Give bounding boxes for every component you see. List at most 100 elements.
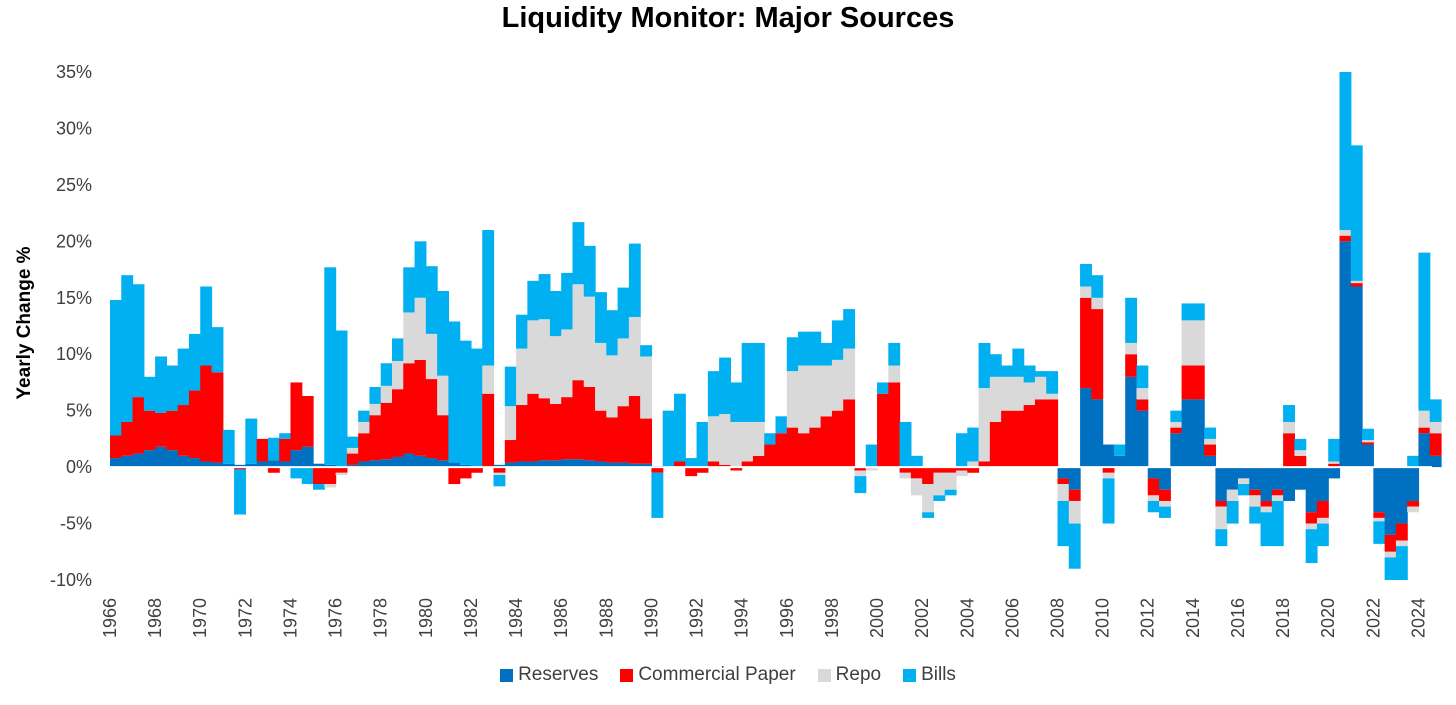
bar-segment-bills (1125, 297, 1138, 343)
bar-segment-repo (606, 355, 619, 418)
bar-segment-repo (1147, 495, 1160, 501)
bar-segment-repo (1418, 410, 1431, 428)
x-tick-label: 2020 (1318, 598, 1338, 638)
bar-segment-repo (425, 333, 438, 380)
bar-segment-bills (155, 356, 167, 413)
bar-segment-commercial-paper (1012, 410, 1025, 468)
bar-segment-repo (989, 376, 1002, 422)
legend-item-repo: Repo (817, 664, 881, 686)
bar-segment-bills (1395, 546, 1408, 580)
bar-segment-commercial-paper (617, 406, 630, 463)
bar-segment-commercial-paper (516, 405, 528, 462)
bar-segment-repo (493, 472, 506, 476)
bar-segment-bills (561, 272, 574, 330)
bar-segment-repo (1305, 523, 1318, 530)
bar-segment-bills (391, 338, 404, 361)
bar-segment-reserves (200, 461, 213, 468)
bar-segment-bills (132, 284, 145, 398)
bar-segment-commercial-paper (234, 467, 246, 470)
bar-segment-bills (944, 489, 957, 496)
bar-segment-bills (854, 476, 867, 494)
x-tick-label: 2008 (1048, 598, 1068, 638)
bar-segment-repo (1395, 540, 1408, 547)
bar-segment-commercial-paper (685, 467, 698, 477)
bar-segment-commercial-paper (527, 393, 540, 462)
bar-segment-repo (617, 338, 630, 407)
bar-segment-commercial-paper (595, 410, 607, 462)
bar-segment-commercial-paper (1215, 500, 1228, 507)
bar-segment-bills (166, 365, 179, 411)
bar-segment-repo (1012, 376, 1025, 411)
bar-segment-reserves (1125, 376, 1138, 468)
bar-segment-reserves (256, 461, 269, 468)
bar-segment-bills (933, 495, 946, 501)
bar-segment-reserves (437, 460, 449, 468)
y-tick-label: 30% (56, 118, 92, 138)
bar-segment-commercial-paper (572, 380, 585, 460)
bar-segment-bills (572, 222, 585, 285)
bar-segment-commercial-paper (459, 467, 472, 479)
bar-segment-bills (1215, 529, 1228, 547)
bar-segment-reserves (279, 461, 292, 468)
bar-segment-commercial-paper (764, 444, 777, 468)
bar-segment-repo (820, 365, 833, 417)
bar-segment-bills (110, 300, 122, 436)
bar-segment-commercial-paper (1362, 442, 1374, 445)
bar-segment-repo (752, 421, 765, 456)
bar-segment-repo (504, 406, 517, 441)
chart-title: Liquidity Monitor: Major Sources (501, 2, 955, 34)
bar-segment-bills (1012, 348, 1025, 377)
bar-segment-repo (809, 365, 822, 428)
bar-segment-bills (1136, 365, 1149, 389)
legend-swatch (903, 668, 917, 682)
bar-segment-bills (346, 436, 359, 448)
bar-segment-commercial-paper (730, 467, 743, 471)
y-tick-label: 10% (56, 344, 92, 364)
bar-segment-reserves (583, 460, 596, 468)
bar-segment-reserves (459, 464, 472, 468)
x-tick-label: 2006 (1002, 598, 1022, 638)
bar-segment-bills (1113, 444, 1126, 456)
bar-segment-bills (764, 433, 777, 445)
x-tick-label: 2014 (1183, 598, 1203, 638)
bar-segment-repo (628, 316, 641, 396)
bar-segment-repo (1339, 230, 1352, 236)
x-tick-label: 1972 (235, 598, 255, 638)
bar-segment-bills (414, 241, 427, 298)
bar-segment-commercial-paper (279, 438, 292, 462)
bar-segment-reserves (527, 461, 540, 468)
bar-segment-reserves (267, 460, 280, 468)
bar-segment-bills (1226, 500, 1239, 524)
bar-segment-bills (549, 291, 562, 337)
bar-segment-bills (301, 467, 314, 485)
bar-segment-repo (549, 336, 562, 404)
bar-segment-repo (1001, 376, 1013, 411)
bar-segment-commercial-paper (707, 461, 720, 468)
y-tick-label: 15% (56, 288, 92, 308)
bar-segment-repo (1384, 551, 1397, 558)
bar-segment-bills (628, 243, 641, 317)
bar-segment-repo (1125, 342, 1138, 355)
bar-segment-commercial-paper (888, 382, 901, 468)
bar-segment-bills (798, 331, 810, 366)
bar-segment-bills (403, 267, 416, 313)
bar-segment-repo (583, 296, 596, 387)
bar-segment-reserves (1159, 467, 1171, 490)
y-axis-label: Yearly Change % (14, 246, 35, 399)
bar-segment-repo (1181, 320, 1194, 366)
bar-segment-commercial-paper (1057, 478, 1070, 485)
bar-segment-commercial-paper (1147, 478, 1160, 496)
bar-segment-bills (809, 331, 822, 366)
bar-segment-commercial-paper (470, 467, 483, 473)
bar-segment-bills (1249, 506, 1262, 524)
bar-segment-commercial-paper (1192, 365, 1205, 400)
bar-segment-bills (877, 382, 889, 394)
bar-segment-bills (606, 310, 619, 356)
bar-segment-commercial-paper (1294, 455, 1307, 468)
bar-segment-commercial-paper (1418, 427, 1431, 434)
bar-segment-commercial-paper (922, 467, 935, 485)
x-tick-label: 2022 (1363, 598, 1383, 638)
bar-segment-commercial-paper (606, 417, 619, 463)
bar-segment-bills (865, 444, 878, 468)
